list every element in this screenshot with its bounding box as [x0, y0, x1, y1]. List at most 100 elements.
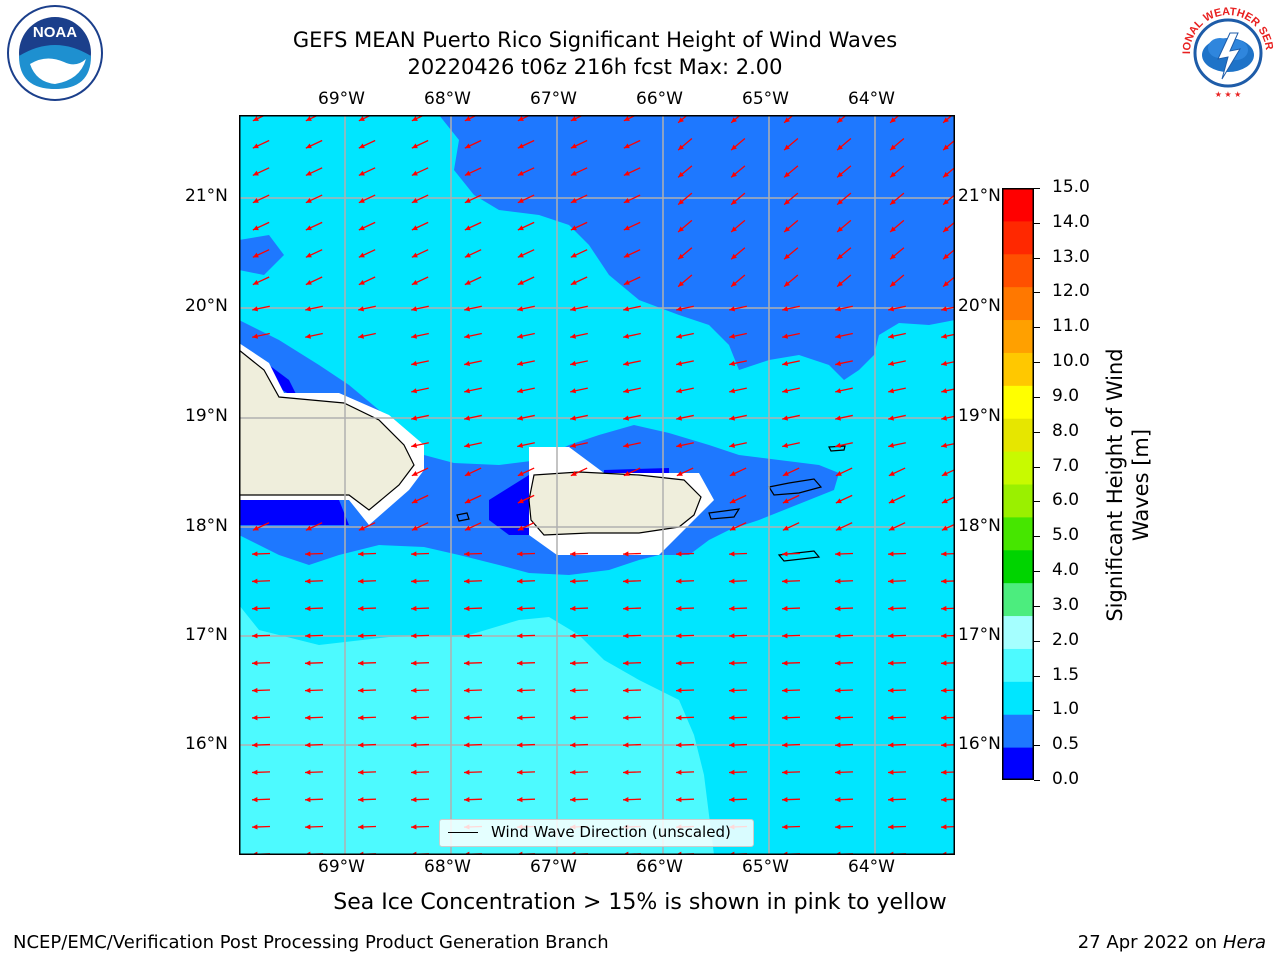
colorbar-tick-mark: [1034, 710, 1040, 712]
chart-title: GEFS MEAN Puerto Rico Significant Height…: [292, 28, 898, 52]
wave-direction-arrowhead: [676, 333, 683, 339]
wave-direction-arrowhead: [731, 171, 737, 178]
wave-direction-arrowhead: [676, 415, 683, 421]
wave-direction-arrowhead: [623, 198, 630, 203]
wave-direction-arrowhead: [623, 769, 629, 775]
wave-direction-arrowhead: [517, 660, 523, 666]
wave-direction-arrowhead: [623, 742, 629, 748]
wave-direction-arrowhead: [464, 360, 471, 367]
colorbar-cell: [1002, 352, 1034, 386]
wave-direction-arrowhead: [943, 226, 949, 232]
wave-direction-arrowhead: [517, 143, 524, 149]
wave-direction-arrowhead: [570, 143, 577, 149]
wave-direction-arrowhead: [782, 687, 788, 694]
wave-direction-arrowhead: [623, 442, 630, 448]
wave-direction-arrowhead: [782, 715, 788, 721]
wave-direction-arrowhead: [676, 551, 682, 557]
wave-direction-arrowhead: [623, 715, 629, 721]
wave-direction-arrowhead: [358, 198, 365, 203]
wave-direction-arrowhead: [305, 252, 312, 258]
wave-direction-arrowhead: [729, 442, 736, 448]
wave-direction-arrowhead: [782, 551, 788, 557]
colorbar-cell: [1002, 220, 1034, 255]
wave-direction-arrowhead: [678, 253, 684, 260]
wave-direction-arrowhead: [464, 715, 470, 721]
lat-tick-left: 19°N: [185, 406, 228, 426]
wave-direction-arrowhead: [358, 769, 364, 775]
colorbar-tick-mark: [1034, 396, 1040, 398]
wave-direction-arrowhead: [943, 144, 949, 151]
colorbar-tick-label: 13.0: [1052, 246, 1090, 267]
wave-direction-arrowhead: [411, 742, 417, 748]
wave-direction-arrowhead: [252, 143, 259, 149]
wave-direction-arrowhead: [676, 578, 682, 584]
colorbar-cell: [1002, 582, 1034, 617]
wave-direction-arrowhead: [941, 687, 947, 694]
wave-direction-arrowhead: [623, 660, 629, 666]
wave-direction-arrowhead: [731, 253, 737, 260]
wave-direction-arrowhead: [464, 471, 471, 476]
wave-direction-arrowhead: [623, 360, 630, 367]
colorbar-tick-label: 5.0: [1052, 525, 1080, 546]
colorbar-tick-label: 11.0: [1052, 316, 1090, 337]
wave-direction-arrowhead: [888, 442, 895, 448]
wave-direction-arrowhead: [782, 525, 789, 531]
wave-direction-arrowhead: [835, 824, 841, 830]
wave-direction-arrowhead: [464, 442, 471, 448]
wave-direction-arrowhead: [252, 198, 259, 203]
wave-direction-arrowhead: [729, 660, 735, 666]
wave-direction-arrowhead: [676, 306, 683, 312]
wave-direction-arrowhead: [252, 252, 259, 258]
wave-direction-arrowhead: [570, 769, 576, 775]
wave-direction-arrowhead: [464, 605, 470, 612]
colorbar-tick-label: 14.0: [1052, 211, 1090, 232]
lon-tick-bottom: 64°W: [848, 857, 895, 877]
wave-direction-arrowhead: [943, 117, 949, 123]
lon-tick-top: 64°W: [848, 89, 895, 109]
wave-direction-arrowhead: [888, 687, 894, 694]
band-0.5-1-north: [439, 115, 955, 380]
wave-direction-arrowhead: [835, 498, 842, 504]
lon-tick-top: 65°W: [742, 89, 789, 109]
wave-direction-arrowhead: [837, 171, 843, 178]
band-1.5-2: [239, 605, 714, 855]
wave-direction-arrowhead: [411, 225, 418, 231]
colorbar-cell: [1002, 681, 1034, 715]
lat-tick-right: 16°N: [958, 734, 1001, 754]
wave-direction-arrowhead: [358, 306, 365, 312]
colorbar-tick-label: 12.0: [1052, 281, 1090, 302]
wave-direction-arrowhead: [411, 715, 417, 721]
wave-direction-arrowhead: [941, 715, 947, 721]
wave-direction-arrowhead: [252, 769, 258, 775]
colorbar-tick-label: 10.0: [1052, 351, 1090, 372]
wave-direction-arrowhead: [411, 360, 418, 367]
wave-direction-arrowhead: [517, 170, 524, 176]
wave-direction-arrowhead: [890, 226, 896, 232]
wave-direction-arrowhead: [570, 170, 577, 176]
legend-label: Wind Wave Direction (unscaled): [491, 823, 731, 841]
wave-direction-arrowhead: [358, 687, 364, 694]
wave-direction-arrowhead: [570, 633, 576, 639]
land-puerto-rico: [528, 471, 702, 536]
colorbar-cell: [1002, 714, 1034, 748]
wave-direction-arrowhead: [623, 170, 630, 176]
wave-direction-arrowhead: [941, 551, 947, 557]
wave-direction-arrowhead: [570, 578, 576, 584]
wave-direction-arrowhead: [623, 333, 630, 339]
wave-direction-arrowhead: [464, 333, 471, 339]
wave-direction-arrowhead: [358, 660, 364, 666]
wave-direction-arrowhead: [252, 306, 259, 312]
wave-direction-arrowhead: [782, 388, 789, 394]
wave-direction-arrowhead: [782, 660, 788, 666]
wave-direction-arrowhead: [464, 170, 471, 176]
wave-direction-arrowhead: [570, 742, 576, 748]
wave-direction-arrowhead: [464, 279, 471, 285]
wave-height-map: [239, 115, 955, 855]
svg-text:★ ★ ★: ★ ★ ★: [1215, 90, 1242, 99]
wave-direction-arrowhead: [464, 525, 471, 531]
wave-direction-arrowhead: [943, 199, 949, 205]
wave-direction-arrowhead: [570, 660, 576, 666]
wave-direction-arrowhead: [623, 116, 630, 121]
wave-direction-arrowhead: [464, 498, 471, 504]
colorbar-tick-mark: [1034, 222, 1040, 224]
